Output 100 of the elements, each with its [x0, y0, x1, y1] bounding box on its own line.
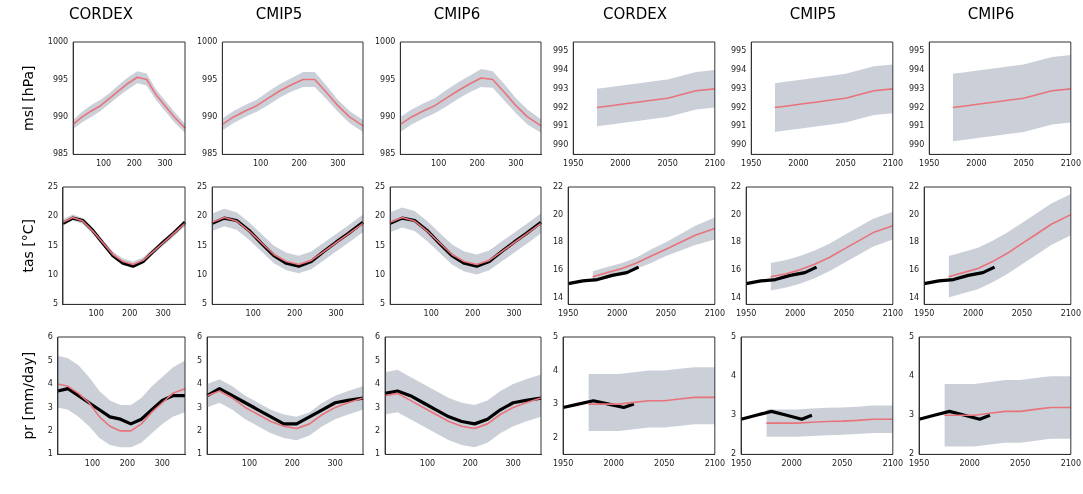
- y-tick-label: 3: [47, 402, 53, 412]
- y-tick-label: 2: [47, 426, 53, 435]
- y-tick-label: 20: [47, 211, 58, 221]
- y-tick-label: 20: [374, 211, 386, 221]
- y-tick-label: 990: [202, 112, 218, 122]
- y-tick-label: 990: [380, 112, 396, 122]
- x-tick-label: 1950: [908, 459, 930, 469]
- x-tick-label: 2100: [704, 459, 725, 469]
- x-tick-label: 300: [506, 309, 522, 319]
- y-tick-label: 20: [552, 209, 564, 219]
- y-tick-label: 993: [908, 83, 925, 93]
- x-tick-label: 2100: [882, 459, 903, 469]
- y-tick-label: 6: [47, 332, 53, 342]
- x-tick-label: 200: [291, 159, 307, 169]
- y-tick-label: 4: [197, 379, 203, 389]
- y-tick-label: 16: [552, 264, 564, 274]
- chart-title: CMIP5: [255, 4, 303, 23]
- y-tick-label: 3: [731, 410, 737, 420]
- y-tick-label: 15: [47, 240, 58, 250]
- x-tick-label: 100: [252, 159, 269, 169]
- x-tick-label: 1950: [919, 159, 940, 169]
- y-tick-label: 4: [553, 365, 559, 375]
- y-tick-label: 4: [47, 379, 53, 389]
- y-tick-label: 990: [908, 140, 925, 150]
- x-tick-label: 1950: [552, 459, 574, 469]
- x-tick-label: 300: [505, 459, 521, 469]
- y-tick-label: 5: [375, 355, 381, 365]
- y-tick-label: 985: [380, 149, 396, 159]
- x-tick-label: 1950: [558, 309, 579, 319]
- x-tick-label: 2050: [654, 459, 675, 469]
- x-tick-label: 100: [419, 459, 436, 469]
- x-tick-label: 200: [284, 459, 300, 469]
- y-tick-label: 5: [731, 332, 737, 342]
- x-tick-label: 2050: [832, 459, 853, 469]
- y-tick-label: 992: [908, 102, 925, 112]
- y-tick-label: 3: [197, 402, 203, 412]
- y-tick-label: 5: [553, 332, 559, 342]
- x-tick-label: 2100: [704, 159, 725, 169]
- x-tick-label: 2000: [959, 459, 980, 469]
- x-tick-label: 100: [241, 459, 258, 469]
- y-tick-label: 985: [52, 149, 69, 159]
- y-tick-label: 2: [375, 426, 381, 435]
- y-tick-label: 990: [52, 112, 69, 122]
- x-tick-label: 2100: [1060, 309, 1081, 319]
- x-tick-label: 2000: [603, 459, 624, 469]
- y-tick-label: 2: [553, 432, 559, 442]
- x-tick-label: 2100: [882, 159, 903, 169]
- y-tick-label: 995: [908, 46, 925, 56]
- y-tick-label: 1000: [197, 37, 218, 47]
- x-tick-label: 2100: [1060, 459, 1081, 469]
- y-tick-label: 993: [552, 83, 569, 93]
- chart-title: CORDEX: [68, 4, 134, 23]
- x-tick-label: 2000: [788, 159, 809, 169]
- x-tick-label: 200: [464, 309, 481, 319]
- y-tick-label: 1000: [375, 37, 396, 47]
- y-tick-label: 16: [908, 264, 920, 274]
- x-tick-label: 1950: [914, 309, 935, 319]
- y-tick-label: 994: [552, 65, 569, 75]
- y-tick-label: 25: [47, 182, 58, 192]
- x-tick-label: 2050: [833, 309, 855, 319]
- y-tick-label: 14: [552, 292, 564, 302]
- x-tick-label: 2000: [966, 159, 987, 169]
- x-tick-label: 2100: [1060, 159, 1081, 169]
- y-tick-label: 991: [908, 121, 925, 131]
- x-tick-label: 300: [330, 159, 346, 169]
- x-tick-label: 2000: [962, 309, 984, 319]
- y-tick-label: 985: [202, 149, 218, 159]
- x-tick-label: 200: [462, 459, 478, 469]
- y-tick-label: 991: [730, 121, 747, 131]
- y-tick-label: 992: [552, 102, 569, 112]
- x-tick-label: 2000: [784, 309, 806, 319]
- y-tick-label: 995: [552, 46, 569, 56]
- y-tick-label: 991: [552, 121, 569, 131]
- y-tick-label: 1: [197, 449, 203, 459]
- y-tick-label: 990: [730, 140, 747, 150]
- x-tick-label: 1950: [730, 459, 752, 469]
- x-tick-label: 200: [469, 159, 485, 169]
- x-tick-label: 2050: [1011, 309, 1033, 319]
- y-tick-label: 20: [730, 209, 742, 219]
- x-tick-label: 300: [155, 309, 171, 319]
- y-tick-label: 18: [552, 237, 564, 247]
- y-tick-label: 5: [197, 355, 203, 365]
- y-tick-label: 1: [47, 449, 53, 459]
- y-tick-label: 6: [197, 332, 203, 342]
- y-tick-label: 992: [730, 102, 747, 112]
- x-tick-label: 2100: [704, 309, 725, 319]
- y-tick-label: 5: [202, 299, 208, 309]
- x-tick-label: 100: [95, 159, 112, 169]
- y-tick-label: 25: [196, 182, 208, 192]
- x-tick-label: 100: [430, 159, 447, 169]
- y-axis-title: tas [°C]: [20, 218, 37, 273]
- y-tick-label: 18: [730, 237, 742, 247]
- x-tick-label: 100: [88, 309, 104, 319]
- x-tick-label: 100: [84, 459, 101, 469]
- x-tick-label: 300: [157, 159, 173, 169]
- y-tick-label: 15: [196, 240, 208, 250]
- y-tick-label: 1000: [47, 37, 69, 47]
- y-tick-label: 2: [731, 449, 737, 459]
- x-tick-label: 200: [286, 309, 303, 319]
- y-tick-label: 10: [196, 270, 208, 280]
